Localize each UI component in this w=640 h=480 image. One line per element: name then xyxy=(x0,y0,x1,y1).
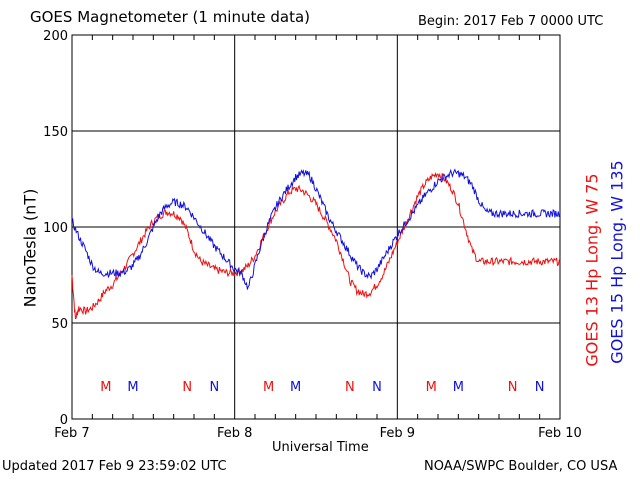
marker-n-goes15: N xyxy=(209,380,219,395)
series-line-goes13 xyxy=(71,171,561,320)
marker-m-goes13: M xyxy=(263,380,274,395)
marker-n-goes13: N xyxy=(345,380,355,395)
y-tick-label: 150 xyxy=(43,125,68,140)
x-tick-label: Feb 8 xyxy=(217,426,252,441)
marker-n-goes13: N xyxy=(508,380,518,395)
marker-m-goes15: M xyxy=(453,380,464,395)
marker-n-goes15: N xyxy=(535,380,545,395)
begin-time: Begin: 2017 Feb 7 0000 UTC xyxy=(418,14,604,29)
y-tick-label: 100 xyxy=(43,221,68,236)
updated-timestamp: Updated 2017 Feb 9 23:59:02 UTC xyxy=(2,459,227,474)
x-axis-label: Universal Time xyxy=(272,440,369,455)
x-tick-label: Feb 10 xyxy=(538,426,582,441)
y-tick-label: 0 xyxy=(60,413,68,428)
marker-m-goes15: M xyxy=(127,380,138,395)
marker-m-goes13: M xyxy=(426,380,437,395)
series-line-goes15 xyxy=(71,168,561,290)
marker-n-goes13: N xyxy=(182,380,192,395)
marker-m-goes15: M xyxy=(290,380,301,395)
chart-title: GOES Magnetometer (1 minute data) xyxy=(30,8,311,26)
x-tick-label: Feb 9 xyxy=(380,426,415,441)
marker-m-goes13: M xyxy=(100,380,111,395)
data-source: NOAA/SWPC Boulder, CO USA xyxy=(424,459,618,474)
y-tick-label: 200 xyxy=(43,29,68,44)
y-tick-label: 50 xyxy=(51,317,68,332)
x-tick-label: Feb 7 xyxy=(54,426,89,441)
marker-n-goes15: N xyxy=(372,380,382,395)
